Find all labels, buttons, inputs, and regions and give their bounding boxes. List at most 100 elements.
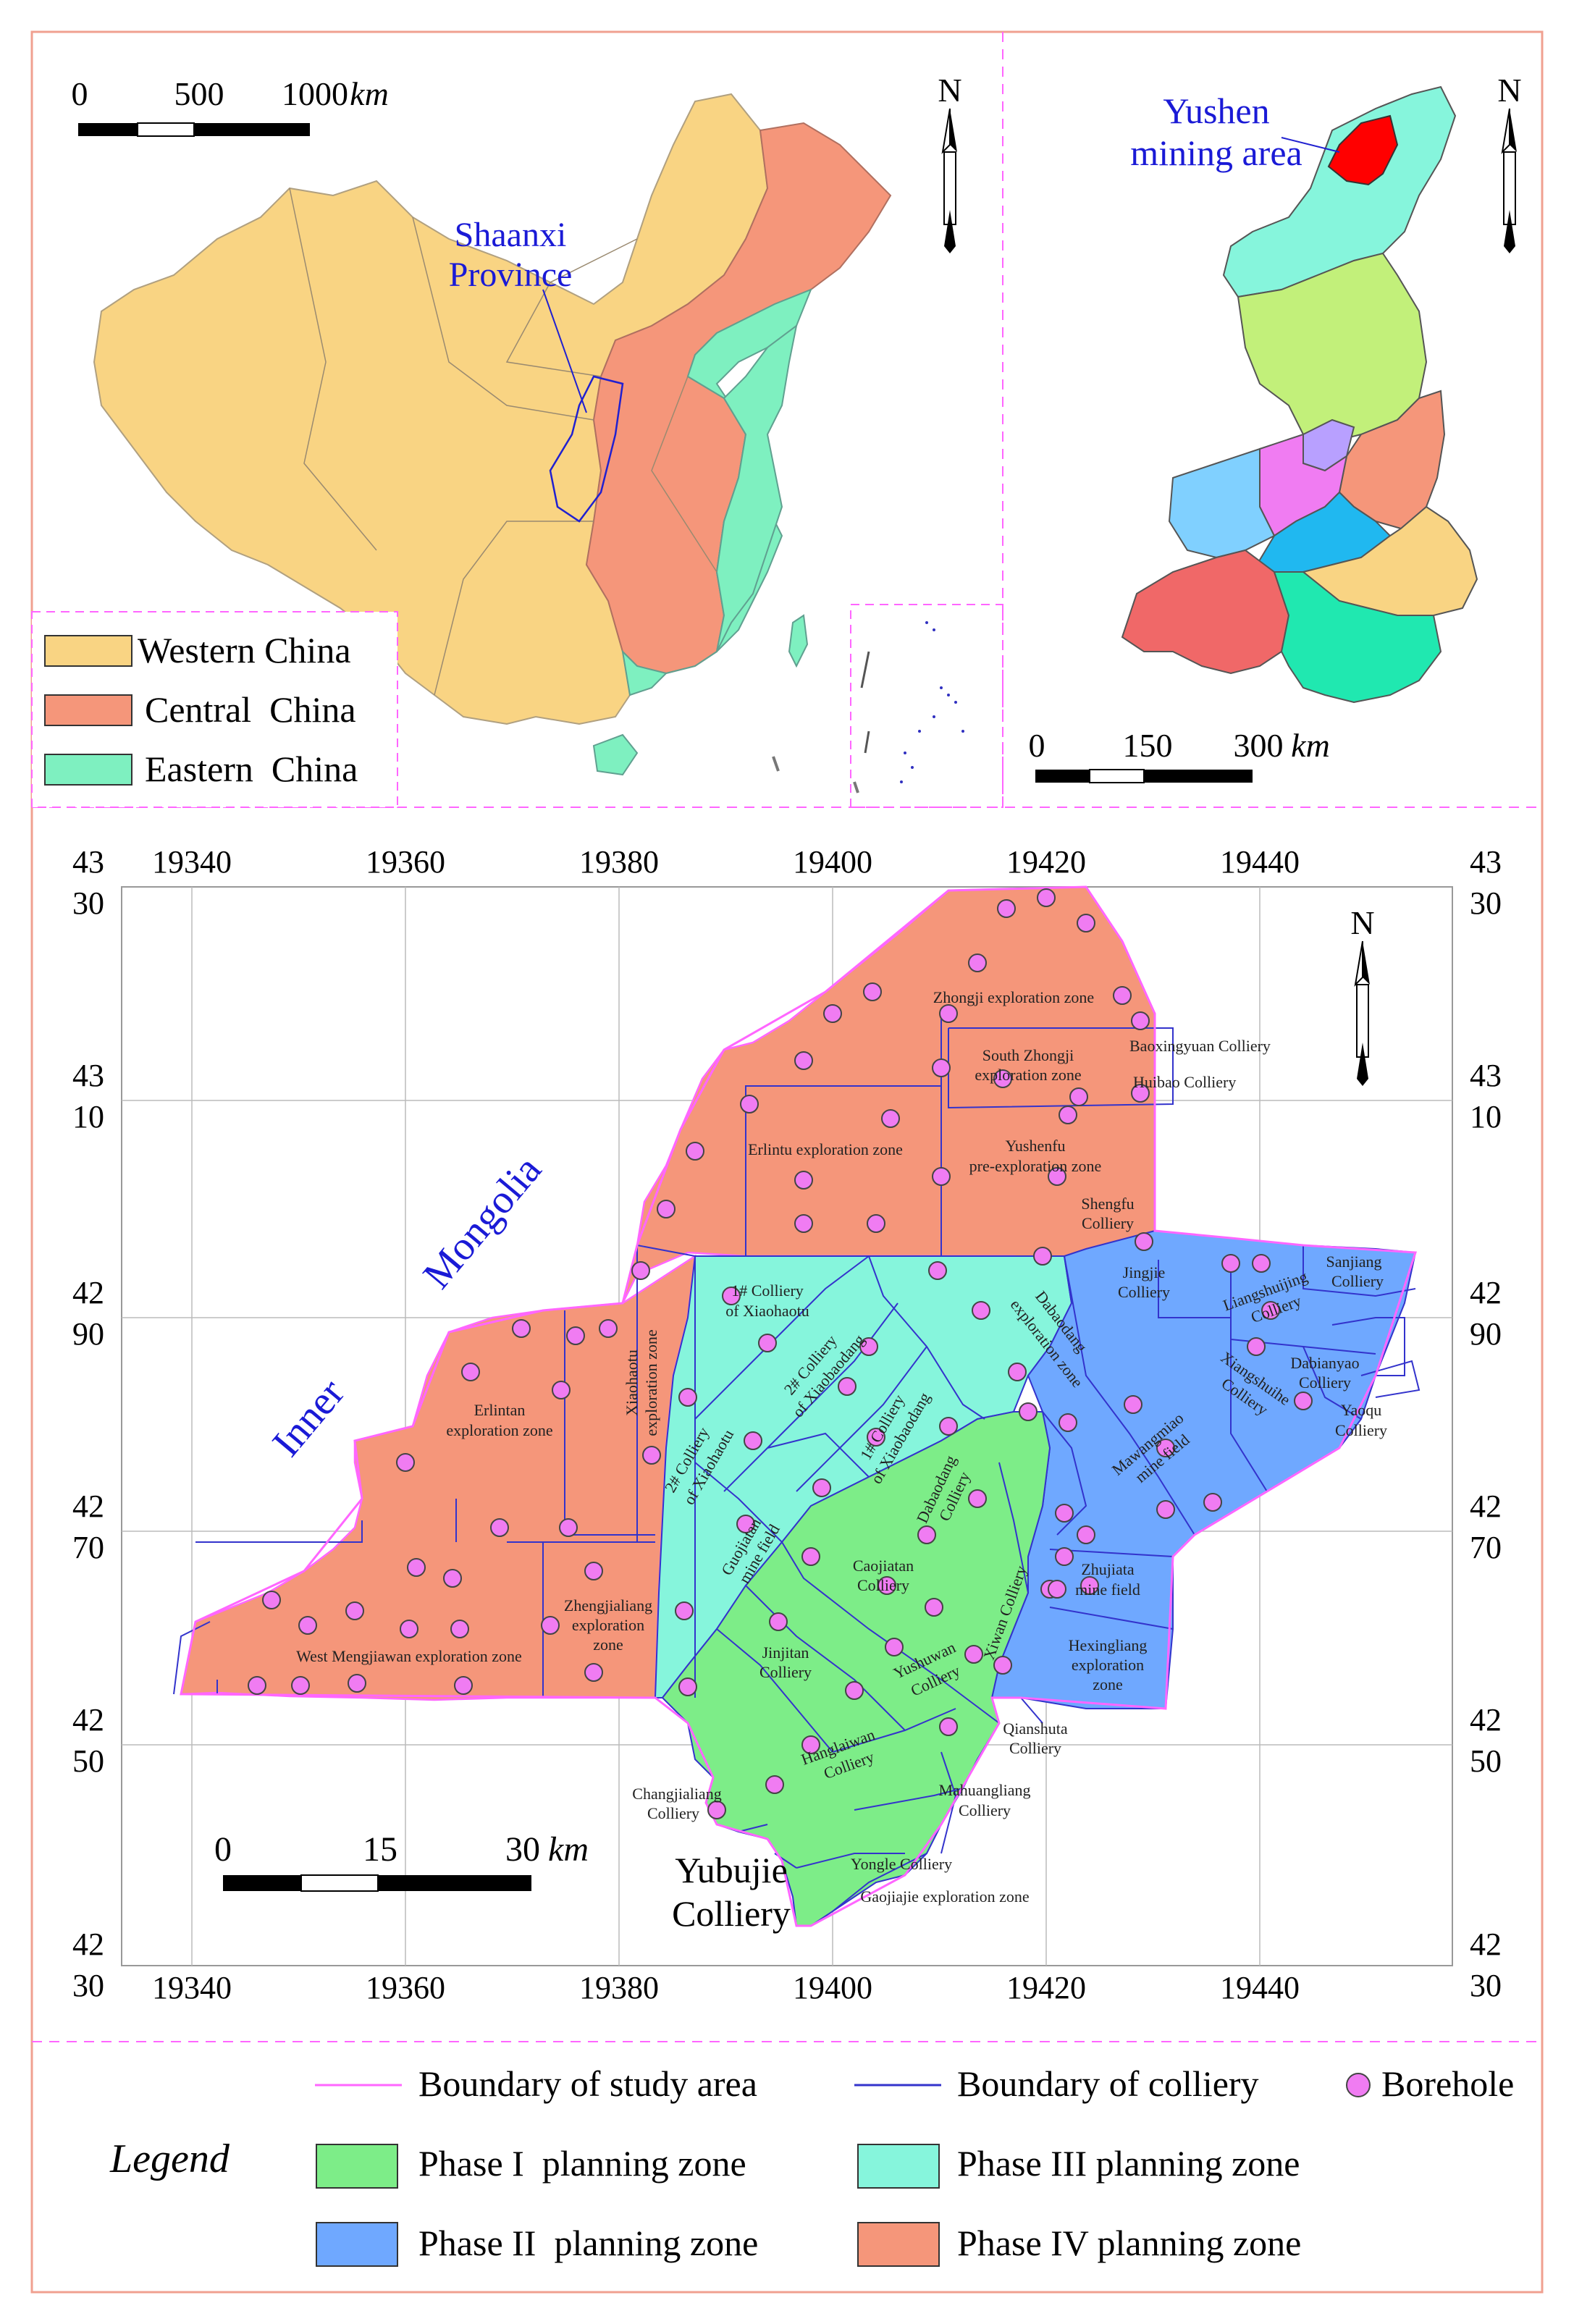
borehole xyxy=(968,1489,987,1508)
borehole xyxy=(400,1620,418,1638)
legend-label-western: Western China xyxy=(138,630,351,670)
shaanxi-scale-tick-0: 0 xyxy=(1029,727,1045,764)
borehole xyxy=(443,1569,462,1588)
borehole xyxy=(1113,986,1132,1005)
svg-text:N: N xyxy=(938,72,961,109)
study-map-frame xyxy=(121,886,1453,1966)
zone-label-south-zhongji-2: exploration zone xyxy=(975,1066,1081,1084)
legend-swatch-phase2 xyxy=(316,2222,398,2267)
zone-label-huibao: Huibao Colliery xyxy=(1133,1073,1236,1091)
borehole xyxy=(885,1638,904,1656)
borehole xyxy=(769,1612,788,1631)
borehole xyxy=(972,1301,990,1320)
south-china-sea-inset xyxy=(850,604,1003,808)
x-tick-bottom-0: 19340 xyxy=(152,1970,232,2005)
zone-label-zhongji: Zhongji exploration zone xyxy=(933,988,1094,1006)
x-tick-bottom-5: 19440 xyxy=(1220,1970,1300,2005)
legend-swatch-phase1 xyxy=(316,2144,398,2189)
shaanxi-hanzhong-region xyxy=(1121,549,1290,675)
borehole xyxy=(559,1518,578,1537)
borehole xyxy=(1008,1363,1027,1381)
china-scale-unit: km xyxy=(350,75,389,112)
y-tick-left-3a: 42 xyxy=(72,1489,104,1524)
zone-label-erlintu: Erlintu exploration zone xyxy=(748,1140,903,1158)
borehole xyxy=(407,1558,426,1577)
borehole xyxy=(939,1717,958,1736)
borehole xyxy=(932,1058,951,1077)
study-area-map: Zhongji exploration zone South Zhongji e… xyxy=(72,844,1502,2005)
x-tick-top-4: 19420 xyxy=(1006,844,1086,880)
south-china-sea-islands xyxy=(900,621,964,783)
borehole xyxy=(801,1735,820,1754)
x-tick-top-3: 19400 xyxy=(793,844,872,880)
zone-label-shengfu-1: Shengfu xyxy=(1081,1195,1134,1213)
borehole xyxy=(845,1681,864,1700)
eastern-coast-region xyxy=(715,324,798,652)
borehole xyxy=(1131,1084,1150,1103)
x-tick-bottom-1: 19360 xyxy=(366,1970,445,2005)
y-tick-right-4a: 42 xyxy=(1470,1702,1502,1738)
borehole xyxy=(863,982,882,1001)
borehole xyxy=(794,1171,813,1190)
zone-label-zhengjialiang-3: zone xyxy=(593,1635,623,1654)
china-north-arrow: N xyxy=(938,72,962,253)
borehole xyxy=(794,1214,813,1233)
borehole xyxy=(997,899,1016,918)
legend-label-colliery: Boundary of colliery xyxy=(957,2063,1259,2104)
yushen-label-line1: Yushen xyxy=(1163,90,1269,131)
borehole xyxy=(1077,914,1095,932)
borehole xyxy=(1055,1547,1074,1566)
zone-label-shengfu-2: Colliery xyxy=(1082,1214,1134,1232)
taiwan-island xyxy=(788,614,809,668)
borehole xyxy=(642,1446,661,1465)
yushen-leader-line xyxy=(1281,137,1340,153)
borehole xyxy=(859,1337,878,1356)
borehole xyxy=(1059,1413,1077,1432)
study-north-arrow: N xyxy=(1350,904,1375,1086)
borehole xyxy=(450,1620,469,1638)
zone-label-jinjitan-2: Colliery xyxy=(759,1663,812,1681)
zone-label-dabianyao-1: Dabianyao xyxy=(1290,1354,1359,1372)
zone-label-zhengjialiang-2: exploration xyxy=(572,1616,644,1634)
borehole xyxy=(765,1775,784,1794)
borehole xyxy=(1033,1247,1052,1266)
borehole xyxy=(968,953,987,972)
legend-label-phase3: Phase III planning zone xyxy=(957,2143,1300,2184)
legend-swatch-eastern xyxy=(44,754,132,786)
x-axis-top: 19340 19360 19380 19400 19420 19440 xyxy=(152,844,1300,880)
zone-label-jingjie-2: Colliery xyxy=(1118,1283,1170,1301)
legend-label-phase1: Phase I planning zone xyxy=(418,2143,746,2184)
yushen-mining-area xyxy=(1327,114,1399,186)
zone-label-baoxingyuan: Baoxingyuan Colliery xyxy=(1129,1037,1271,1055)
y-tick-right-4b: 50 xyxy=(1470,1743,1502,1779)
y-tick-left-1a: 43 xyxy=(72,1058,104,1093)
legend-label-phase4: Phase IV planning zone xyxy=(957,2223,1301,2263)
y-tick-left-0b: 30 xyxy=(72,885,104,921)
borehole xyxy=(1247,1337,1266,1356)
y-tick-right-1a: 43 xyxy=(1470,1058,1502,1093)
zone-label-xiaohaotu-1: Xiaohaotu xyxy=(623,1350,641,1416)
zone-label-erlintan-1: Erlintan xyxy=(474,1401,526,1419)
borehole xyxy=(878,1576,896,1595)
borehole xyxy=(801,1547,820,1566)
shaanxi-north-arrow: N xyxy=(1497,72,1522,253)
y-tick-right-1b: 10 xyxy=(1470,1099,1502,1134)
legend-label-eastern: Eastern China xyxy=(145,749,358,789)
borehole xyxy=(291,1676,310,1695)
y-tick-left-1b: 10 xyxy=(72,1099,104,1134)
y-tick-left-2b: 90 xyxy=(72,1316,104,1352)
borehole xyxy=(867,1214,885,1233)
legend-swatch-phase4 xyxy=(857,2222,940,2267)
x-tick-top-1: 19360 xyxy=(366,844,445,880)
x-tick-top-5: 19440 xyxy=(1220,844,1300,880)
zone-label-mahuangliang-2: Colliery xyxy=(959,1801,1011,1819)
x-tick-bottom-2: 19380 xyxy=(579,1970,659,2005)
zone-label-west-mengjiawan: West Mengjiawan exploration zone xyxy=(296,1647,522,1665)
borehole xyxy=(298,1616,317,1635)
borehole xyxy=(993,1656,1012,1675)
borehole xyxy=(1156,1500,1175,1519)
shaanxi-label-line2: Province xyxy=(449,256,573,294)
figure-frame xyxy=(30,30,1544,2294)
y-tick-left-0a: 43 xyxy=(72,844,104,880)
zone-label-erlintan-2: exploration zone xyxy=(446,1421,552,1439)
